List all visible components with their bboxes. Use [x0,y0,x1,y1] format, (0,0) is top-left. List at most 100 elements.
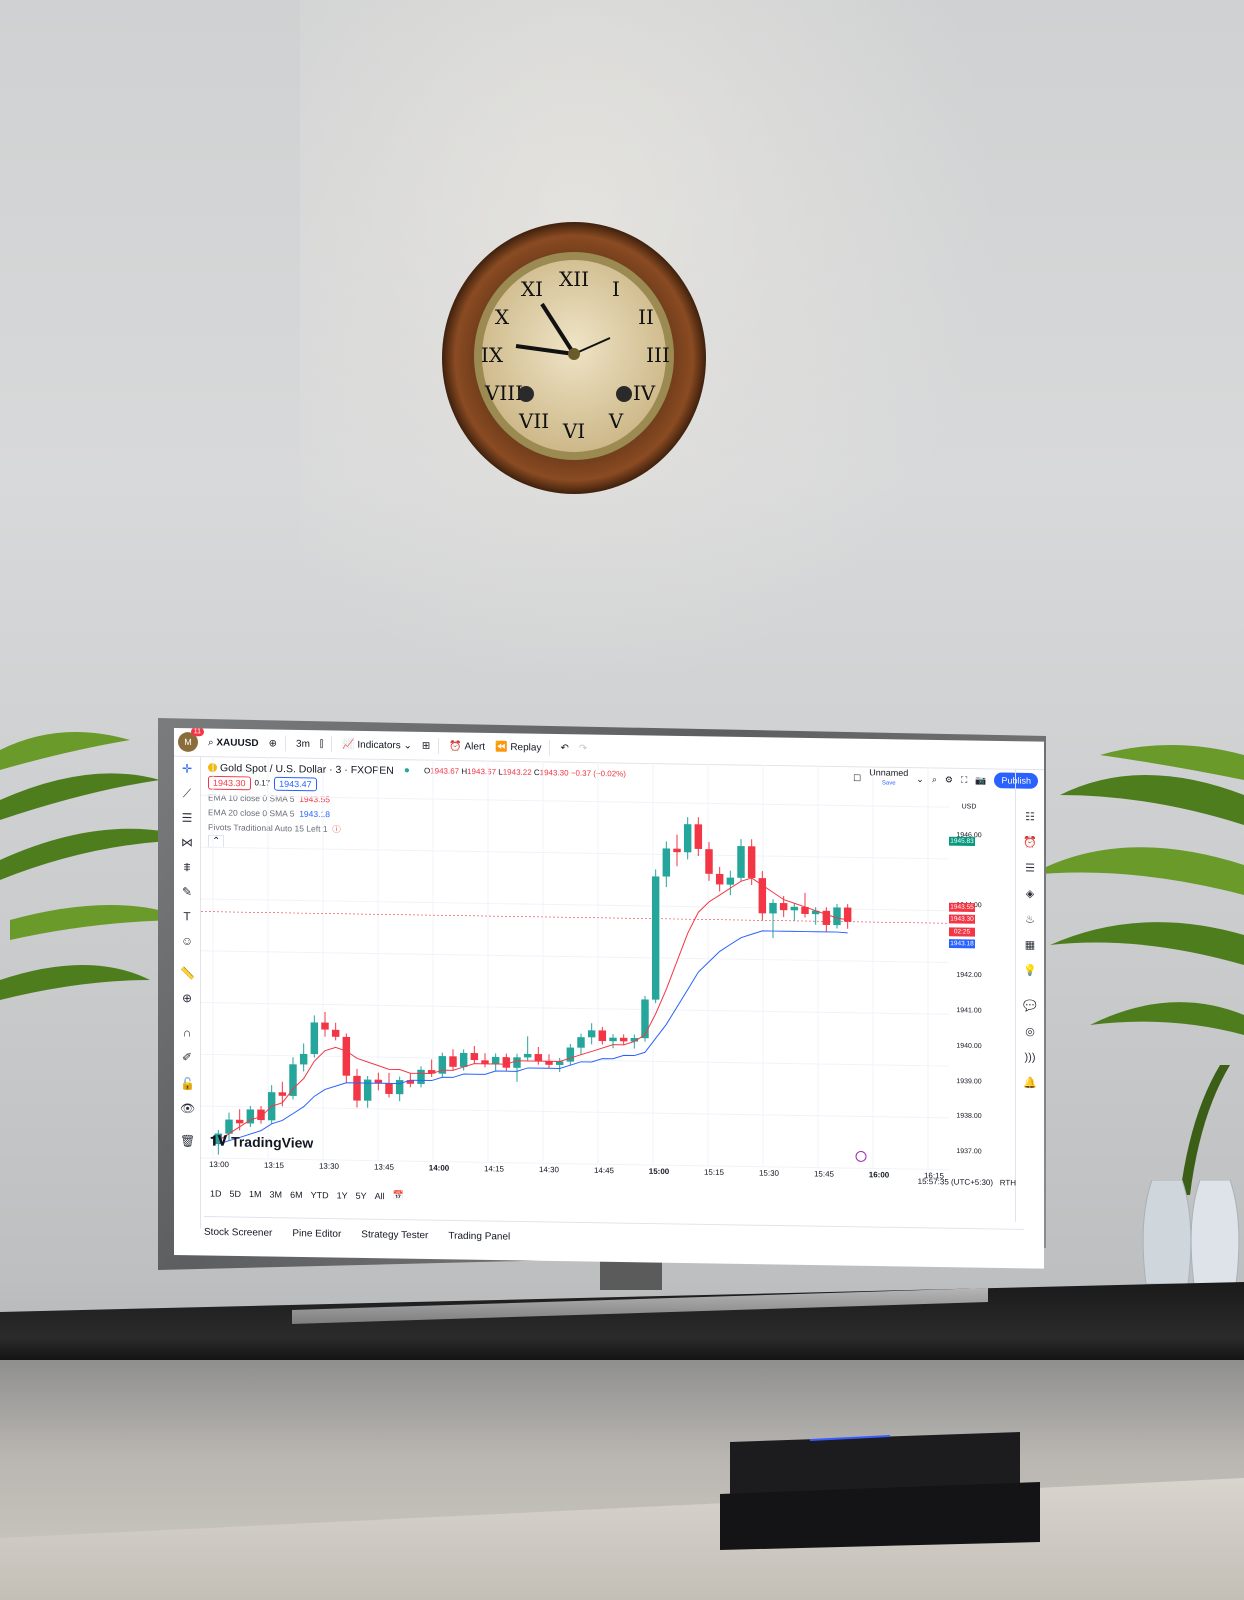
crosshair-icon[interactable]: ✛ [181,761,193,776]
compare-symbol-button[interactable]: ⊕ [269,738,277,749]
go-to-date-icon[interactable]: 📅 [392,1190,404,1201]
candle-body [331,1029,340,1037]
time-tick-label: 13:15 [263,1160,285,1171]
layers-icon[interactable]: ◈ [1025,888,1035,901]
replay-label: Replay [510,741,542,753]
candle-body [641,999,649,1039]
alarm-icon: ⏰ [449,740,462,752]
range-button-ytd[interactable]: YTD [310,1189,329,1200]
time-tick-label: 15:15 [703,1167,725,1177]
session-label[interactable]: RTH [999,1178,1016,1188]
range-button-6m[interactable]: 6M [290,1189,303,1200]
symbol-search[interactable]: ⌕ XAUUSD [208,737,259,749]
range-button-1m[interactable]: 1M [249,1188,262,1199]
candle-body [417,1069,425,1084]
tab-strategy-tester[interactable]: Strategy Tester [361,1228,429,1241]
candle-body [609,1037,617,1042]
svg-text:VII: VII [518,409,549,433]
candle-body [534,1054,543,1062]
price-tag-ema20: 1943.18 [949,939,975,949]
chart-type-button[interactable]: ⫿ [320,739,323,750]
hotlist-icon[interactable]: ♨ [1025,913,1035,926]
range-button-1y[interactable]: 1Y [336,1190,348,1201]
lock-icon[interactable]: 🔓 [180,1076,195,1091]
ideas-icon[interactable]: 💡 [1023,964,1037,977]
candle-body [694,824,703,850]
candlestick-chart[interactable] [201,756,1016,1202]
candle-body [299,1053,308,1065]
data-window-icon[interactable]: ☰ [1025,862,1035,875]
redo-button[interactable]: ↷ [579,743,587,754]
candles-icon: ⫿ [319,738,324,750]
candle-body [662,848,671,877]
undo-button[interactable]: ↶ [560,742,568,753]
avatar-letter: M [184,737,192,747]
time-tick-label: 16:00 [868,1170,890,1180]
range-button-3m[interactable]: 3M [269,1189,283,1200]
tab-stock-screener[interactable]: Stock Screener [204,1226,273,1239]
range-button-1d[interactable]: 1D [210,1188,222,1199]
broadcast-icon[interactable]: ))) [1024,1051,1036,1064]
indicators-button[interactable]: 📈 Indicators ⌄ [342,739,412,751]
right-sidebar: ☷ ⏰ ☰ ◈ ♨ ▦ 💡 💬 ◎ ))) 🔔 [1015,768,1044,1223]
candle-body [779,903,788,911]
candle-body [619,1037,628,1042]
redo-icon: ↷ [578,742,588,754]
tradingview-screen: M 11 ⌕ XAUUSD ⊕ 3m ⫿ 📈 Indicators ⌄ ⊞ ⏰ … [174,728,1044,1269]
alerts-icon[interactable]: ⏰ [1023,836,1037,849]
brand-label: TradingView [231,1133,314,1151]
time-tick-label: 15:00 [648,1166,670,1177]
rewind-icon: ⏪ [495,741,508,753]
fib-icon[interactable]: ☰ [181,810,193,825]
range-button-5d[interactable]: 5D [229,1188,242,1199]
notifications-icon[interactable]: 🔔 [1023,1077,1037,1090]
price-tick-label: 1937.00 [956,1148,982,1156]
watchlist-icon[interactable]: ☷ [1025,811,1035,824]
svg-text:XI: XI [521,277,543,301]
candle-body [822,910,831,925]
eye-icon[interactable]: 👁 [180,1101,196,1116]
calendar-icon[interactable]: ▦ [1024,939,1036,952]
candle-body [342,1036,351,1076]
range-button-5y[interactable]: 5Y [355,1190,367,1201]
timezone-label[interactable]: 15:57:35 (UTC+5:30) [917,1177,994,1188]
price-axis[interactable]: USD 1946.001944.001942.001941.001940.001… [949,799,989,1174]
replay-button[interactable]: ⏪ Replay [495,741,541,753]
candle-body [385,1083,393,1095]
time-tick-label: 13:00 [208,1159,230,1170]
price-tag-ema10: 1943.55 [949,902,975,912]
tab-trading-panel[interactable]: Trading Panel [448,1230,511,1243]
candle-body [747,846,756,879]
svg-text:VIII: VIII [484,381,523,405]
ruler-icon[interactable]: 📏 [180,966,195,981]
candle-body [438,1056,447,1074]
streams-icon[interactable]: ◎ [1025,1026,1035,1039]
magnet-icon[interactable]: ∩ [182,1025,192,1040]
candle-body [449,1056,457,1067]
chat-icon[interactable]: 💬 [1023,1000,1037,1013]
text-icon[interactable]: T [183,909,191,924]
pattern-icon[interactable]: ⋈ [181,835,193,850]
price-tick-label: 1938.00 [956,1113,982,1121]
date-range-bar: 1D 5D 1M 3M 6M YTD 1Y 5Y All 📅 [210,1188,404,1202]
candle-body [246,1109,255,1124]
zoom-in-icon[interactable]: ⊕ [181,991,193,1006]
interval-button[interactable]: 3m [296,738,310,750]
emoji-icon[interactable]: ☺ [180,933,194,948]
ema20-line [218,930,848,1145]
time-tick-label: 14:15 [483,1164,505,1174]
brush-icon[interactable]: ✎ [181,884,193,899]
currency-label[interactable]: USD [961,803,977,811]
candle-body [502,1057,511,1068]
trash-icon[interactable]: 🗑 [180,1133,196,1148]
range-button-all[interactable]: All [374,1190,385,1201]
timezone-row: 15:57:35 (UTC+5:30) RTH [918,1177,1016,1187]
avatar[interactable]: M 11 [178,728,204,753]
lock-drawing-icon[interactable]: ✐ [181,1050,193,1065]
templates-button[interactable]: ⊞ [422,740,430,751]
candle-body [513,1057,521,1068]
projection-icon[interactable]: ⩨ [183,860,191,875]
alert-button[interactable]: ⏰ Alert [449,741,485,752]
trend-line-icon[interactable]: ⟋ [182,786,192,801]
tab-pine-editor[interactable]: Pine Editor [292,1227,342,1240]
